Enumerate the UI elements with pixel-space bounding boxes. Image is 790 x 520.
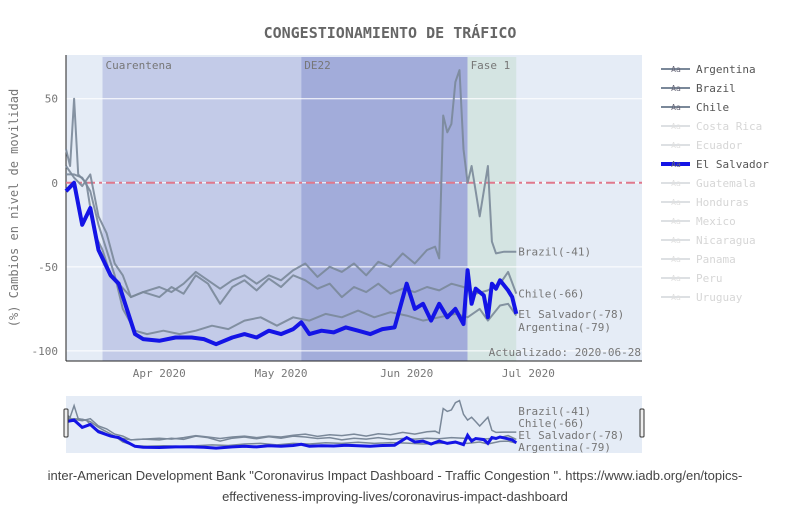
- range-slider-background: [66, 396, 642, 453]
- legend-item-uruguay[interactable]: Aa Uruguay: [661, 291, 743, 304]
- legend-item-el-salvador[interactable]: Aa El Salvador: [661, 158, 769, 171]
- range-slider-right-handle[interactable]: [639, 408, 645, 438]
- legend-label: Guatemala: [696, 177, 756, 190]
- legend-item-nicaragua[interactable]: Aa Nicaragua: [661, 234, 756, 247]
- legend-symbol: Aa: [671, 141, 681, 150]
- range-slider-series: [65, 416, 517, 442]
- legend-label: Chile: [696, 101, 729, 114]
- legend-symbol: Aa: [671, 198, 681, 207]
- legend-label: Nicaragua: [696, 234, 756, 247]
- legend-symbol: Aa: [671, 122, 681, 131]
- range-slider-end-label: El Salvador(-78): [518, 429, 624, 442]
- period-band: [301, 57, 468, 361]
- source-line-2: effectiveness-improving-lives/coronaviru…: [222, 489, 568, 504]
- series-line-brazil[interactable]: [65, 69, 517, 299]
- legend-symbol: Aa: [671, 179, 681, 188]
- chart-title: CONGESTIONAMIENTO DE TRÁFICO: [264, 23, 517, 42]
- legend-symbol: Aa: [671, 293, 681, 302]
- traffic-congestion-chart: CONGESTIONAMIENTO DE TRÁFICO Cuarentena D…: [7, 23, 769, 454]
- source-citation: inter-American Development Bank "Coronav…: [0, 465, 790, 507]
- legend-item-peru[interactable]: Aa Peru: [661, 272, 723, 285]
- series-line-el-salvador[interactable]: [64, 180, 519, 347]
- legend-symbol: Aa: [671, 255, 681, 264]
- range-slider-end-label: Brazil(-41): [518, 405, 591, 418]
- legend-label: Ecuador: [696, 139, 743, 152]
- updated-annotation: Actualizado: 2020-06-28: [489, 346, 641, 359]
- legend-label: Uruguay: [696, 291, 743, 304]
- range-slider-series: [65, 418, 518, 450]
- period-band: [467, 57, 517, 361]
- legend-symbol: Aa: [671, 160, 681, 169]
- y-axis-label: (%) Cambios en nivel de movilidad: [7, 89, 21, 327]
- source-line-1: inter-American Development Bank "Coronav…: [47, 468, 743, 483]
- legend-label: Panama: [696, 253, 736, 266]
- end-label: Brazil(-41): [518, 246, 591, 259]
- end-label: El Salvador(-78): [518, 308, 624, 321]
- range-slider-end-label: Argentina(-79): [518, 441, 611, 454]
- legend-label: Honduras: [696, 196, 749, 209]
- x-tick-label: Apr 2020: [133, 367, 186, 380]
- plot-area[interactable]: Cuarentena DE22 Fase 1 50 0 -50 -100 Apr 2020 Ma…: [32, 55, 643, 380]
- x-tick-label: Jul 2020: [502, 367, 555, 380]
- period-label: DE22: [304, 59, 331, 72]
- period-label: Cuarentena: [106, 59, 172, 72]
- legend-item-mexico[interactable]: Aa Mexico: [661, 215, 736, 228]
- legend-item-guatemala[interactable]: Aa Guatemala: [661, 177, 756, 190]
- legend-symbol: Aa: [671, 103, 681, 112]
- range-slider[interactable]: Brazil(-41)Chile(-66)El Salvador(-78)Arg…: [63, 396, 645, 454]
- legend-label: Mexico: [696, 215, 736, 228]
- y-tick-label: 50: [45, 93, 58, 106]
- y-tick-label: -100: [32, 345, 59, 358]
- legend-label: El Salvador: [696, 158, 769, 171]
- legend-symbol: Aa: [671, 236, 681, 245]
- legend-item-chile[interactable]: Aa Chile: [661, 101, 729, 114]
- legend-item-ecuador[interactable]: Aa Ecuador: [661, 139, 743, 152]
- end-label: Chile(-66): [518, 288, 584, 301]
- legend-item-honduras[interactable]: Aa Honduras: [661, 196, 749, 209]
- y-tick-label: 0: [51, 177, 58, 190]
- legend-item-argentina[interactable]: Aa Argentina: [661, 63, 756, 76]
- range-slider-end-label: Chile(-66): [518, 417, 584, 430]
- range-slider-left-handle[interactable]: [63, 408, 69, 438]
- legend-symbol: Aa: [671, 84, 681, 93]
- legend-item-brazil[interactable]: Aa Brazil: [661, 82, 736, 95]
- legend-label: Peru: [696, 272, 723, 285]
- legend-item-panama[interactable]: Aa Panama: [661, 253, 736, 266]
- period-label: Fase 1: [471, 59, 511, 72]
- legend-label: Argentina: [696, 63, 756, 76]
- y-tick-label: -50: [38, 261, 58, 274]
- period-band: [102, 57, 302, 361]
- legend-symbol: Aa: [671, 65, 681, 74]
- legend-symbol: Aa: [671, 274, 681, 283]
- legend-label: Costa Rica: [696, 120, 762, 133]
- x-tick-label: May 2020: [254, 367, 307, 380]
- legend-symbol: Aa: [671, 217, 681, 226]
- series-line-chile[interactable]: [65, 165, 518, 305]
- end-label: Argentina(-79): [518, 321, 611, 334]
- legend-label: Brazil: [696, 82, 736, 95]
- range-slider-series: [65, 399, 517, 441]
- legend-item-costa-rica[interactable]: Aa Costa Rica: [661, 120, 762, 133]
- x-tick-label: Jun 2020: [380, 367, 433, 380]
